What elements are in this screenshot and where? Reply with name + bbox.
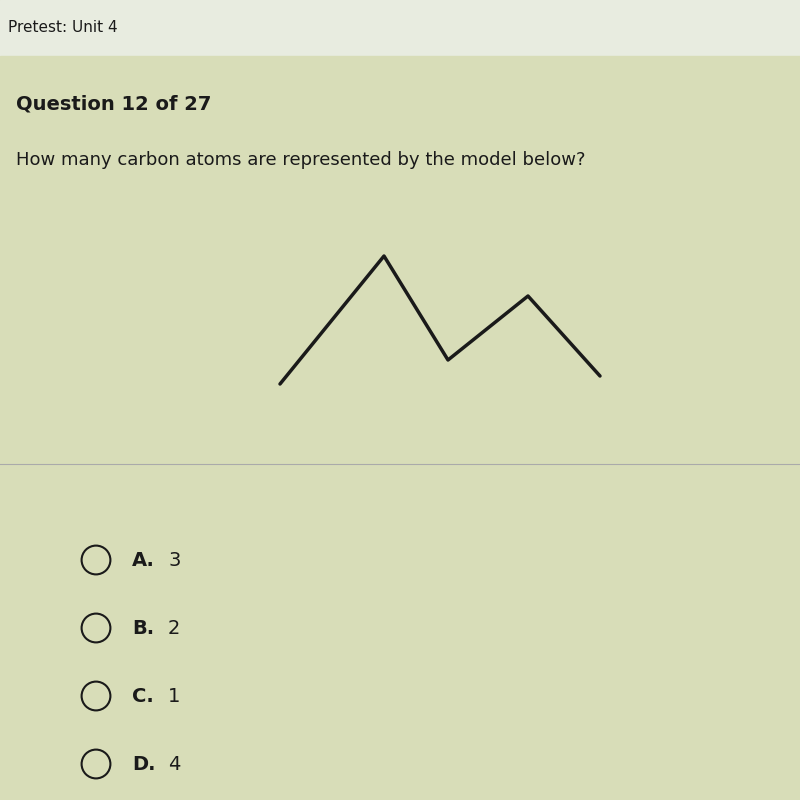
- Bar: [0, 0, 800, 56]
- Text: 3: 3: [168, 550, 180, 570]
- Text: 2: 2: [168, 618, 180, 638]
- Text: Pretest: Unit 4: Pretest: Unit 4: [8, 21, 118, 35]
- Text: How many carbon atoms are represented by the model below?: How many carbon atoms are represented by…: [16, 151, 586, 169]
- Text: Question 12 of 27: Question 12 of 27: [16, 94, 211, 114]
- Text: B.: B.: [132, 618, 154, 638]
- Text: 4: 4: [168, 754, 180, 774]
- Text: 1: 1: [168, 686, 180, 706]
- Text: D.: D.: [132, 754, 155, 774]
- Text: C.: C.: [132, 686, 154, 706]
- Text: A.: A.: [132, 550, 155, 570]
